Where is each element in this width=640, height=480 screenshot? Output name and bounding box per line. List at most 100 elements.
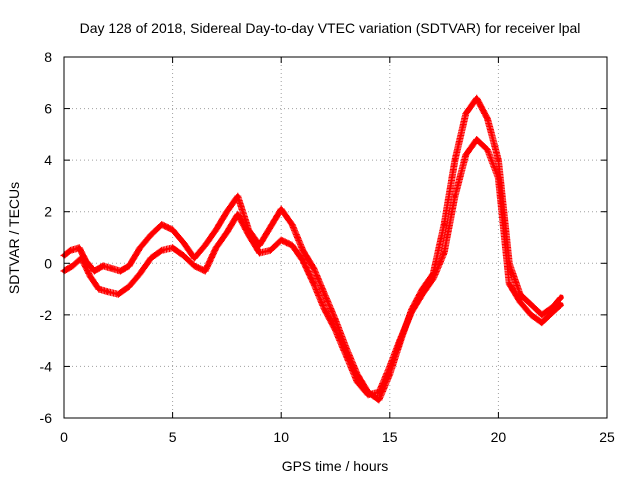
data-point: [420, 292, 425, 297]
data-point: [322, 307, 327, 312]
data-point: [311, 266, 316, 271]
data-point: [203, 243, 208, 248]
data-point: [452, 157, 458, 163]
data-point: [96, 286, 102, 292]
data-point: [279, 237, 284, 243]
x-tick-label: 10: [273, 429, 289, 445]
data-point: [485, 116, 490, 122]
y-tick-label: 2: [44, 204, 52, 220]
data-point: [550, 310, 555, 315]
data-point: [539, 320, 544, 325]
data-point: [409, 310, 414, 315]
x-tick-label: 0: [60, 429, 68, 445]
data-point: [365, 392, 371, 397]
data-point: [170, 245, 175, 250]
data-point: [137, 245, 143, 250]
data-point: [257, 250, 262, 256]
series-markers-1: [60, 94, 564, 404]
data-point: [213, 245, 219, 250]
data-point: [387, 364, 392, 369]
data-point: [268, 225, 273, 230]
data-point: [213, 227, 219, 232]
data-point: [528, 312, 534, 318]
data-point: [559, 302, 564, 307]
data-point: [192, 255, 197, 261]
data-point: [235, 212, 240, 217]
data-point: [181, 240, 186, 245]
data-point: [68, 248, 73, 253]
data-points: [60, 94, 564, 404]
data-point: [127, 263, 132, 269]
x-tick-label: 25: [599, 429, 615, 445]
data-point: [268, 248, 273, 253]
y-axis-label: SDTVAR / TECUs: [6, 182, 22, 294]
data-point: [496, 157, 501, 163]
x-tick-label: 5: [169, 429, 177, 445]
data-point: [192, 263, 197, 269]
data-point: [474, 96, 479, 101]
x-tick-label: 15: [382, 429, 398, 445]
data-point: [559, 294, 564, 299]
data-point: [289, 243, 295, 248]
data-point: [528, 302, 534, 307]
gridlines: [64, 57, 607, 418]
data-point: [376, 390, 382, 395]
data-point: [517, 299, 523, 305]
x-axis-ticks: 0 5 10 15 20 25: [60, 57, 615, 445]
data-point: [116, 292, 121, 297]
data-point: [333, 328, 338, 333]
data-point: [485, 147, 490, 152]
y-tick-label: 4: [44, 152, 52, 168]
data-point: [452, 194, 458, 199]
data-point: [300, 258, 306, 263]
plot-frame: [63, 56, 608, 419]
data-point: [376, 397, 382, 403]
data-point: [203, 268, 208, 274]
data-point: [109, 266, 115, 271]
data-point: [279, 206, 284, 212]
x-axis-label: GPS time / hours: [282, 458, 389, 474]
data-point: [79, 255, 84, 261]
data-point: [148, 255, 154, 261]
chart-title: Day 128 of 2018, Sidereal Day-to-day VTE…: [80, 20, 581, 36]
data-point: [539, 312, 544, 318]
data-point: [118, 268, 123, 274]
data-point: [431, 276, 436, 281]
data-point: [235, 194, 240, 199]
y-tick-label: 8: [44, 49, 52, 65]
data-point: [322, 292, 327, 297]
data-point: [463, 152, 468, 158]
data-point: [344, 353, 349, 359]
y-tick-label: 0: [44, 255, 52, 271]
data-point: [441, 222, 447, 227]
data-point: [159, 222, 164, 227]
x-tick-label: 20: [491, 429, 507, 445]
data-point: [127, 284, 132, 289]
data-point: [105, 289, 110, 294]
data-point: [87, 274, 93, 279]
data-point: [507, 281, 512, 287]
y-tick-label: -6: [40, 410, 53, 426]
data-point: [463, 111, 468, 116]
data-point: [355, 379, 360, 385]
data-point: [496, 176, 501, 181]
data-point: [300, 248, 306, 253]
data-point: [77, 245, 82, 250]
data-point: [246, 232, 251, 238]
y-axis-ticks: -6 -4 -2 0 2 4 6 8: [40, 49, 607, 426]
data-point: [100, 263, 106, 269]
y-tick-label: -2: [40, 307, 53, 323]
data-point: [137, 271, 143, 276]
data-point: [224, 209, 230, 214]
data-point: [333, 317, 338, 323]
data-point: [398, 335, 403, 341]
data-point: [70, 263, 75, 269]
y-tick-label: -4: [40, 358, 53, 374]
data-point: [224, 230, 230, 235]
data-point: [289, 222, 295, 227]
data-point: [441, 250, 447, 256]
data-point: [148, 232, 154, 238]
y-tick-label: 6: [44, 101, 52, 117]
data-point: [311, 281, 316, 287]
